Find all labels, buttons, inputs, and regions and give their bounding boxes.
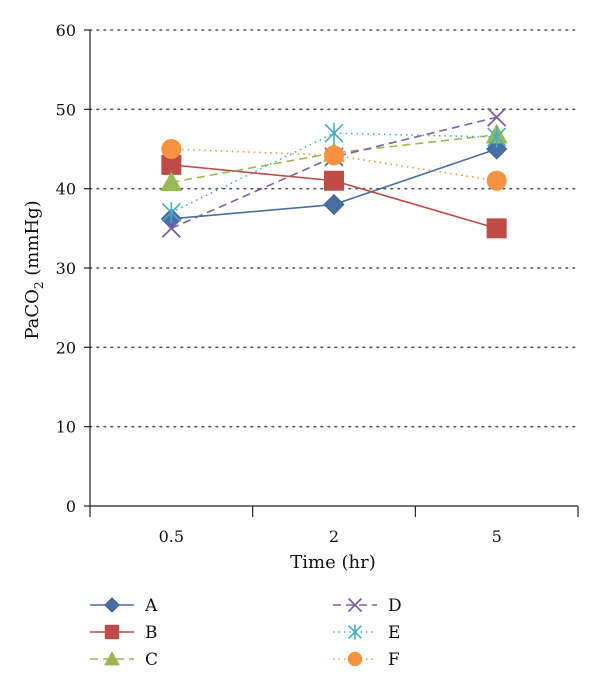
data-point-B <box>161 154 182 175</box>
data-point-B <box>486 218 507 239</box>
data-point-F <box>161 139 182 159</box>
legend-label: E <box>388 623 400 643</box>
series-E <box>161 122 507 223</box>
y-tick-label: 20 <box>56 338 76 357</box>
legend-label: F <box>388 650 400 670</box>
legend: ABC DEF <box>90 596 402 670</box>
series-B <box>161 154 507 239</box>
tick-labels: 0 10 20 30 40 50 60 0.5 2 5 <box>56 21 579 546</box>
legend-item-A: A <box>90 596 158 616</box>
data-point-D <box>161 218 181 238</box>
y-tick-label: 10 <box>56 418 76 437</box>
y-tick-label: 50 <box>56 100 76 119</box>
series-line-C <box>171 133 497 184</box>
legend-marker <box>347 651 363 667</box>
legend-marker <box>347 624 363 640</box>
legend-item-C: C <box>90 650 158 670</box>
data-point-C <box>160 171 183 192</box>
data-point-E <box>324 122 344 144</box>
legend-marker <box>104 651 120 666</box>
legend-item-F: F <box>333 650 400 670</box>
legend-marker <box>347 597 363 613</box>
legend-label: B <box>145 623 158 643</box>
legend-marker <box>104 597 120 613</box>
legend-item-B: B <box>90 623 158 643</box>
data-point-A <box>323 193 345 216</box>
series-group <box>160 107 508 239</box>
y-axis-title: PaCO2 (mmHg) <box>22 200 46 339</box>
legend-label: C <box>145 650 158 670</box>
x-tick-label: 5 <box>492 527 502 546</box>
data-point-F <box>324 145 344 166</box>
data-point-E <box>487 126 507 148</box>
data-point-E <box>161 202 181 223</box>
legend-marker <box>104 624 120 640</box>
data-point-A <box>486 138 508 160</box>
legend-item-E: E <box>333 623 400 643</box>
y-tick-label: 40 <box>56 180 76 199</box>
y-axis-title-subscript: 2 <box>32 281 46 289</box>
y-axis-title-unit: (mmHg) <box>22 200 43 281</box>
x-tick-label: 0.5 <box>159 527 184 546</box>
y-axis-title-main: PaCO <box>22 289 43 340</box>
x-axis-title: Time (hr) <box>290 552 375 573</box>
x-tick-label: 2 <box>329 527 339 546</box>
series-line-D <box>171 116 497 230</box>
data-point-F <box>486 170 507 191</box>
series-F <box>161 139 507 191</box>
legend-item-D: D <box>333 596 402 616</box>
y-tick-label: 0 <box>66 497 76 516</box>
data-point-D <box>487 107 507 127</box>
y-tick-label: 60 <box>56 21 76 40</box>
y-tick-label: 30 <box>56 259 76 278</box>
data-point-B <box>324 170 344 191</box>
legend-label: A <box>144 596 158 616</box>
legend-label: D <box>388 596 402 616</box>
